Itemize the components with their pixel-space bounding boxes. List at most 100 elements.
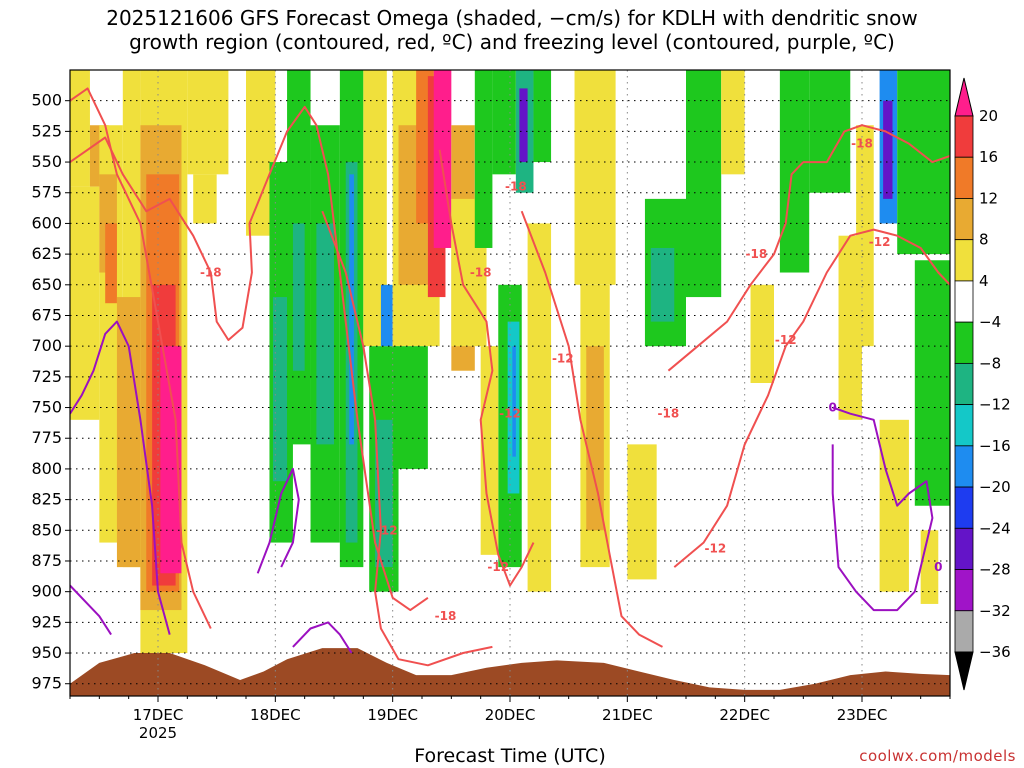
contour-label: -18: [851, 137, 873, 151]
y-tick-label: 650: [31, 275, 62, 294]
omega-cell: [272, 297, 288, 482]
omega-cell: [380, 284, 393, 347]
colorbar-label: 16: [979, 148, 998, 166]
contour-label: -12: [869, 235, 891, 249]
contour-label: -18: [470, 266, 492, 280]
contour-label: -12: [775, 333, 797, 347]
y-tick-label: 825: [31, 490, 62, 509]
colorbar-segment: [954, 156, 974, 199]
x-tick-label: 21DEC: [602, 706, 653, 724]
contour-line: [673, 228, 950, 568]
y-tick-label: 875: [31, 551, 62, 570]
contour-line: [70, 105, 429, 612]
contour-line: [438, 149, 535, 587]
colorbar-label: 20: [979, 107, 998, 125]
omega-cell: [363, 70, 387, 347]
x-tick-label: 17DEC: [133, 706, 184, 724]
contour-label: 0: [828, 401, 836, 415]
grid: [70, 70, 950, 696]
omega-cell: [879, 419, 909, 592]
colorbar-label: 12: [979, 189, 998, 207]
y-tick-label: 600: [31, 213, 62, 232]
x-axis-label: Forecast Time (UTC): [414, 745, 606, 767]
colorbar-segment: [954, 404, 974, 447]
contour-label: -12: [487, 560, 509, 574]
omega-cell: [856, 125, 874, 347]
omega-cell: [375, 419, 393, 568]
y-tick-label: 800: [31, 459, 62, 478]
y-tick-label: 575: [31, 183, 62, 202]
credit-link[interactable]: coolwx.com/models: [859, 747, 1016, 765]
omega-cell: [70, 70, 90, 187]
omega-cell: [160, 346, 182, 574]
omega-cell: [519, 88, 528, 163]
omega-cell: [586, 346, 604, 531]
contour-label: -12: [376, 523, 398, 537]
colorbar-segment: [954, 280, 974, 323]
colorbar-segment: [954, 362, 974, 406]
contour-line: [667, 124, 950, 372]
x-tick-label: 20DEC: [485, 706, 536, 724]
omega-cell: [474, 70, 493, 248]
contour-line: [321, 210, 493, 667]
colorbar-label: −32: [979, 602, 1011, 620]
colorbar-label: −36: [979, 643, 1011, 661]
colorbar-segment: [954, 569, 974, 612]
contour-label: -18: [505, 180, 527, 194]
contours: [70, 87, 950, 667]
omega-cell: [392, 346, 428, 469]
omega-cell: [650, 247, 675, 322]
omega-cell: [70, 186, 100, 420]
y-tick-label: 925: [31, 612, 62, 631]
contour-line: [70, 87, 212, 629]
y-tick-label: 775: [31, 428, 62, 447]
colorbar-label: −24: [979, 519, 1011, 537]
omega-cell: [512, 346, 516, 457]
axes: 500 525 550 575 600 625 650 675 700 725 750 775 800 8…: [31, 69, 951, 742]
contour-line: [70, 584, 112, 636]
omega-cell: [686, 70, 722, 298]
chart-title-line2: growth region (contoured, red, ºC) and f…: [129, 30, 895, 54]
y-tick-label: 725: [31, 367, 62, 386]
y-tick-label: 850: [31, 520, 62, 539]
contour-line: [292, 621, 353, 654]
contour-line: [256, 467, 300, 574]
omega-cell: [883, 100, 893, 199]
colorbar: 20 16 12 8 4 −4 −8 −12 −16 −20 −24 −28 −32 −36: [954, 77, 1011, 691]
chart-title: 2025121606 GFS Forecast Omega (shaded, −…: [0, 6, 1024, 54]
colorbar-label: 4: [979, 272, 989, 290]
colorbar-label: −4: [979, 313, 1001, 331]
contour-label: -12: [552, 351, 574, 365]
colorbar-segment: [954, 445, 974, 488]
x-tick-label: 23DEC: [837, 706, 888, 724]
x-tick-label: 18DEC: [250, 706, 301, 724]
colorbar-segment: [954, 239, 974, 282]
colorbar-segment: [954, 610, 974, 653]
contour-labels: -18 -18 -18 -18 -18 -18 -12 -12 -12 -12 -12 -12 -12 -…: [200, 137, 942, 624]
omega-cell: [721, 70, 745, 175]
colorbar-segment: [954, 198, 974, 241]
y-tick-label: 900: [31, 582, 62, 601]
omega-cell: [750, 284, 774, 383]
omega-cell: [627, 444, 657, 580]
omega-cell: [533, 70, 552, 163]
y-tick-label: 550: [31, 152, 62, 171]
x-tick-sublabel: 2025: [139, 724, 177, 742]
contour-label: -18: [746, 247, 768, 261]
omega-cell: [492, 70, 516, 175]
contour-line: [520, 210, 663, 648]
y-tick-label: 500: [31, 91, 62, 110]
x-tick-label: 19DEC: [367, 706, 418, 724]
colorbar-label: −8: [979, 354, 1001, 372]
omega-cell: [914, 260, 950, 506]
colorbar-label: −16: [979, 437, 1011, 455]
y-tick-label: 950: [31, 643, 62, 662]
colorbar-segment: [954, 486, 974, 529]
colorbar-segment: [954, 527, 974, 570]
terrain-surface: [70, 648, 950, 696]
contour-label: -18: [200, 266, 222, 280]
colorbar-segment: [954, 115, 974, 158]
contour-label: -12: [499, 407, 521, 421]
contour-label: -18: [435, 609, 457, 623]
